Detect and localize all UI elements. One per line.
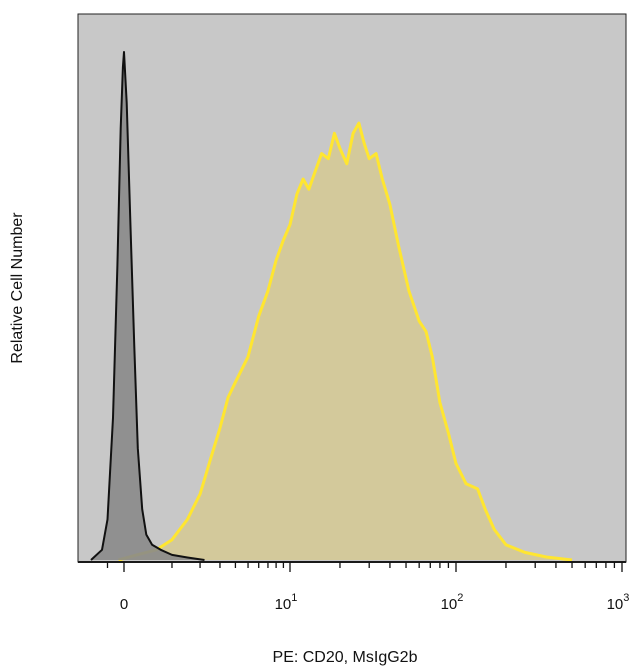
series-layer [90, 51, 573, 562]
y-axis-title: Relative Cell Number [9, 212, 26, 364]
plot-frame [77, 13, 627, 563]
series-line-cd20 [118, 121, 573, 562]
x-tick-label: 103 [607, 592, 630, 613]
x-tick-label: 102 [441, 592, 464, 613]
series-line-msigg2b [90, 51, 205, 561]
x-tick-label: 0 [120, 596, 128, 613]
x-tick-label: 101 [275, 592, 298, 613]
x-tick-layer: 0 101 102 103 [106, 562, 630, 613]
series-fill-cd20 [118, 123, 572, 560]
x-axis-title: PE: CD20, MsIgG2b [273, 649, 418, 666]
series-fill-msigg2b [91, 52, 205, 560]
